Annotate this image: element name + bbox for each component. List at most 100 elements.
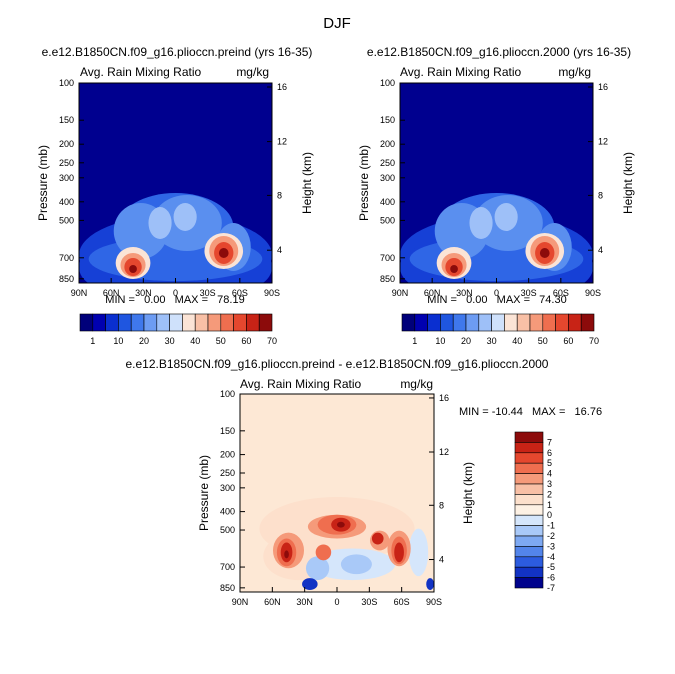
contour-region [337,521,345,528]
data-field [79,193,272,283]
contour-region [426,578,434,591]
x-tick-label: 30S [521,288,537,298]
colorbar-label: 1 [547,500,552,510]
y-tick-label: 700 [380,253,395,263]
y2-tick-label: 4 [598,245,603,255]
contour-region [148,207,172,239]
colorbar-label: -3 [547,541,555,551]
contour-region [129,265,137,273]
x-tick-label: 90N [71,288,88,298]
y-tick-label: 100 [220,389,235,399]
colorbar-swatch [130,313,145,332]
min-max-readout: MIN = 0.00 MAX = 78.19 [105,294,244,306]
colorbar-swatch [156,313,170,332]
y-tick-label: 400 [59,197,74,207]
panel-difference: e.e12.B1850CN.f09_g16.plioccn.preind - e… [126,357,603,607]
contour-region [469,207,493,239]
colorbar-swatch [105,313,119,332]
colorbar-swatch [514,535,544,547]
min-max-readout: MIN = -10.44 MAX = 16.76 [459,406,602,418]
colorbar-swatch [514,514,544,526]
y-tick-label: 300 [59,173,74,183]
colorbar-swatch [514,556,544,568]
colorbar-swatch [529,313,544,332]
colorbar: 1 10 20 30 40 50 60 70 [401,313,599,346]
colorbar-swatch [568,313,582,332]
x-tick-label: 0 [334,597,339,607]
colorbar-label: -1 [547,521,555,531]
colorbar-swatch [514,577,544,589]
y2-axis-label: Height (km) [461,462,475,524]
y2-tick-label: 12 [439,447,449,457]
contour-layer [259,496,434,591]
y2-axis-label: Height (km) [300,152,314,214]
colorbar-swatch [465,313,480,332]
y2-tick-label: 4 [439,555,444,565]
contour-region [450,265,458,273]
y-tick-label: 700 [59,253,74,263]
colorbar-swatch [491,313,505,332]
colorbar-swatch [580,313,595,332]
x-tick-label: 0 [173,288,178,298]
y2-axis-label: Height (km) [621,152,635,214]
y-tick-label: 850 [59,274,74,284]
y2-tick-label: 16 [598,82,608,92]
y-tick-label: 300 [380,173,395,183]
colorbar-label: -7 [547,583,555,593]
contour-region [539,248,550,258]
colorbar-label: -5 [547,562,555,572]
y-tick-label: 500 [59,215,74,225]
y-axis-label: Pressure (mb) [36,145,50,221]
colorbar-label: 40 [512,336,522,346]
y-tick-label: 250 [59,158,74,168]
y-tick-label: 150 [59,115,74,125]
colorbar-label: 2 [547,489,552,499]
contour-layer [400,193,593,283]
colorbar-swatch [414,313,428,332]
panel-subtitle-left: Avg. Rain Mixing Ratio [240,377,361,391]
colorbar-swatch [194,313,209,332]
colorbar-label: -4 [547,552,555,562]
y-axis-label: Pressure (mb) [197,455,211,531]
colorbar-swatch [514,483,544,495]
panel-title: e.e12.B1850CN.f09_g16.plioccn.preind (yr… [42,45,313,59]
colorbar-label: 70 [589,336,599,346]
colorbar-swatch [143,313,158,332]
x-tick-label: 60N [264,597,281,607]
colorbar-swatch [514,452,544,464]
y-tick-label: 300 [220,483,235,493]
contour-region [315,544,332,561]
y-tick-label: 250 [220,468,235,478]
contour-region [408,528,429,577]
x-tick-label: 90N [392,288,409,298]
colorbar-swatch [246,313,260,332]
x-tick-label: 90S [585,288,601,298]
colorbar-label: 7 [547,437,552,447]
min-max-readout: MIN = 0.00 MAX = 74.30 [427,294,566,306]
contour-region [340,554,372,575]
y2-tick-label: 8 [598,190,603,200]
colorbar-swatch [514,442,544,454]
colorbar-swatch [169,313,183,332]
colorbar-label: -2 [547,531,555,541]
x-tick-label: 60N [424,288,441,298]
x-tick-label: 90S [426,597,442,607]
x-tick-label: 30S [361,597,377,607]
contour-region [302,578,318,591]
y-tick-label: 200 [380,139,395,149]
colorbar-swatch [478,313,492,332]
panel-subtitle-left: Avg. Rain Mixing Ratio [400,65,521,79]
colorbar-label: 40 [190,336,200,346]
y-tick-label: 200 [59,139,74,149]
colorbar-label: 50 [216,336,226,346]
contour-region [305,556,330,581]
colorbar-label: 60 [241,336,251,346]
colorbar-label: 1 [412,336,417,346]
colorbar-label: -6 [547,573,555,583]
colorbar-swatch [258,313,273,332]
y2-tick-label: 4 [277,245,282,255]
y-tick-label: 400 [220,507,235,517]
panel-2000: e.e12.B1850CN.f09_g16.plioccn.2000 (yrs … [357,45,635,346]
y-tick-label: 500 [380,215,395,225]
